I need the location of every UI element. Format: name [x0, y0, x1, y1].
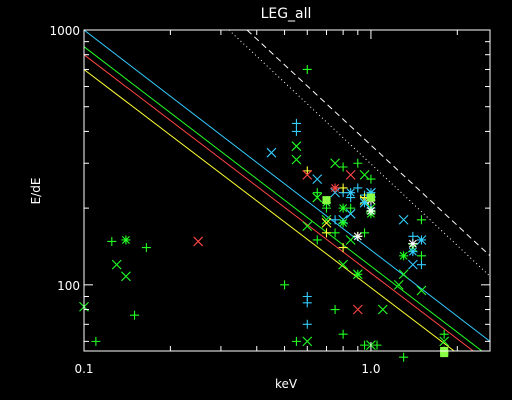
reference-line-solid-2 — [84, 30, 490, 342]
axis-ticks: 0.1 1.0 100 1000 — [49, 24, 490, 376]
data-point-asterisk — [399, 251, 409, 261]
data-point-cross — [193, 236, 204, 247]
data-point-asterisk — [346, 188, 356, 198]
data-point-cross — [345, 208, 356, 219]
data-point-plus — [302, 319, 312, 329]
data-point-cross — [330, 187, 340, 198]
data-point-plus — [107, 236, 117, 246]
data-point-cross — [121, 271, 131, 282]
data-point-square — [322, 196, 331, 205]
data-point-plus — [338, 162, 348, 172]
data-point-plus — [353, 183, 363, 193]
data-point-plus — [141, 243, 151, 253]
data-point-plus — [416, 251, 426, 261]
data-point-cross — [398, 214, 409, 225]
y-axis-label: E/dE — [29, 178, 43, 205]
data-point-plus — [291, 126, 301, 136]
data-point-cross — [111, 259, 122, 270]
data-point-plus — [312, 188, 322, 198]
data-point-plus — [91, 336, 101, 346]
data-point-plus — [399, 352, 409, 362]
data-point-cross — [321, 218, 332, 228]
reference-line-dashed-0 — [246, 30, 490, 257]
data-point-cross — [291, 154, 302, 165]
data-point-cross — [377, 304, 388, 315]
data-point-plus — [416, 215, 426, 225]
data-point-plus — [366, 174, 376, 184]
reference-line-solid-5 — [84, 69, 456, 351]
data-point-plus — [312, 235, 322, 245]
y-tick-label: 1000 — [49, 24, 80, 38]
data-point-asterisk — [408, 247, 418, 257]
data-point-plus — [321, 228, 331, 238]
reference-line-solid-4 — [84, 54, 475, 351]
data-point-plus — [330, 305, 340, 315]
data-point-cross — [393, 279, 404, 290]
data-point-plus — [330, 215, 340, 225]
reference-line-solid-3 — [84, 46, 483, 351]
data-point-cross — [302, 221, 313, 231]
data-point-asterisk — [338, 218, 348, 228]
data-point-plus — [360, 228, 370, 238]
data-point-cross — [302, 336, 313, 347]
data-point-plus — [338, 329, 348, 339]
data-point-asterisk — [408, 239, 418, 249]
data-point-cross — [312, 192, 323, 203]
data-point-plus — [280, 280, 290, 290]
reference-line-dotted-1 — [228, 30, 490, 277]
data-point-asterisk — [360, 198, 370, 208]
x-axis-label: keV — [275, 377, 298, 391]
data-point-cross — [352, 304, 363, 315]
data-point-plus — [302, 166, 312, 176]
data-point-cross — [416, 285, 427, 296]
data-point-plus — [291, 118, 301, 128]
data-point-plus — [439, 329, 449, 339]
data-point-asterisk — [353, 231, 363, 241]
data-point-plus — [338, 243, 348, 253]
chart-title: LEG_all — [261, 6, 312, 22]
plot-frame — [83, 29, 491, 352]
data-point-asterisk — [353, 269, 363, 279]
data-point-plus — [416, 260, 426, 270]
data-point-cross — [266, 147, 277, 158]
data-point-plus — [353, 158, 363, 168]
data-point-plus — [372, 340, 382, 350]
y-tick-label: 100 — [57, 279, 80, 293]
data-point-cross — [291, 141, 302, 152]
data-point-plus — [360, 340, 370, 350]
data-points — [79, 64, 450, 362]
data-point-asterisk — [121, 235, 131, 245]
data-point-cross — [407, 259, 418, 270]
data-point-cross — [302, 170, 313, 180]
data-point-plus — [291, 336, 301, 346]
data-point-cross — [338, 259, 349, 270]
x-tick-label: 1.0 — [361, 362, 380, 376]
data-point-plus — [338, 183, 348, 193]
data-point-cross — [345, 170, 356, 180]
data-point-square — [366, 193, 375, 202]
reference-lines — [84, 30, 490, 351]
data-point-plus — [130, 310, 140, 320]
data-point-asterisk — [330, 183, 340, 193]
data-point-cross — [398, 269, 409, 280]
data-point-plus — [346, 203, 356, 213]
data-point-asterisk — [366, 206, 376, 216]
data-point-plus — [302, 64, 312, 74]
data-point-cross — [416, 235, 427, 245]
data-point-asterisk — [366, 188, 376, 198]
data-point-cross — [312, 174, 323, 184]
data-point-plus — [302, 291, 312, 301]
data-point-cross — [321, 214, 332, 225]
x-tick-label: 0.1 — [74, 362, 93, 376]
data-point-cross — [345, 235, 356, 245]
data-point-cross — [330, 158, 340, 169]
data-point-plus — [330, 228, 340, 238]
data-point-cross — [359, 170, 370, 180]
data-point-cross — [439, 336, 450, 347]
data-point-asterisk — [338, 203, 348, 213]
